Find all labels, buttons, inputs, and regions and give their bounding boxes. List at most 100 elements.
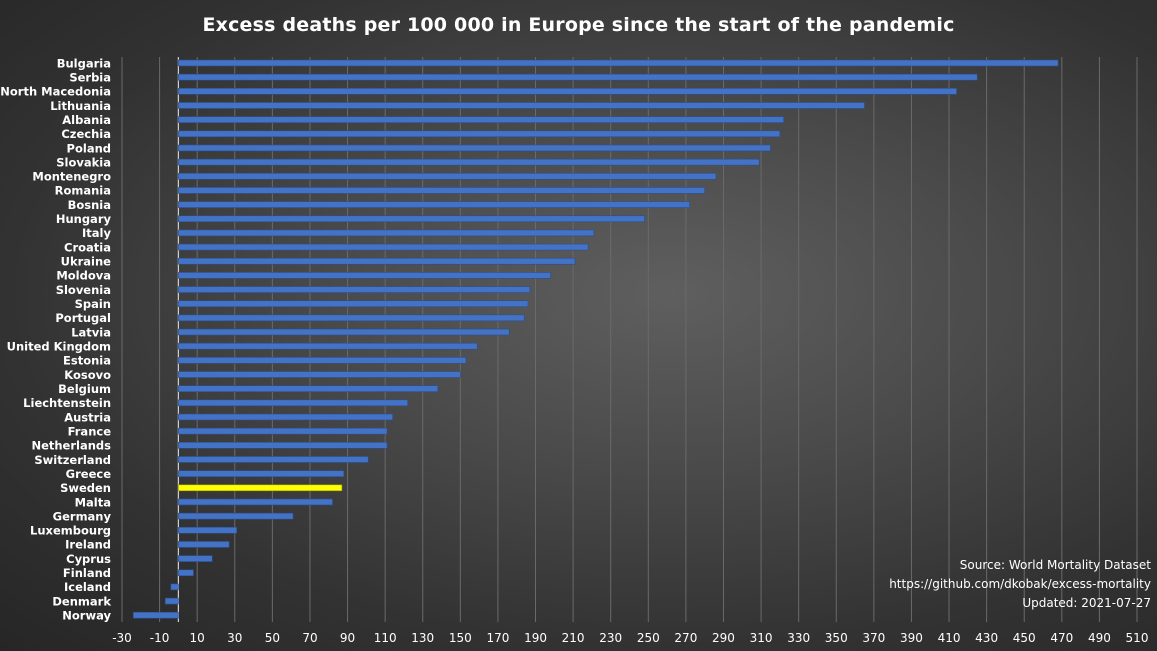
x-tick-label: 10 — [190, 631, 205, 645]
x-tick-label: 310 — [750, 631, 773, 645]
x-tick-label: 110 — [374, 631, 397, 645]
bar — [178, 512, 294, 520]
category-label: Finland — [63, 566, 111, 580]
bar — [178, 470, 345, 477]
category-label: Hungary — [56, 212, 112, 226]
category-label: Sweden — [60, 481, 111, 495]
category-label: Romania — [55, 184, 111, 198]
category-label: Czechia — [61, 127, 111, 141]
x-tick-label: 370 — [862, 631, 885, 645]
category-label: Switzerland — [34, 453, 111, 467]
category-label: Moldova — [56, 269, 111, 283]
bar — [178, 300, 529, 308]
category-label: Liechtenstein — [23, 396, 111, 410]
category-label: Portugal — [55, 311, 111, 325]
category-label: Bulgaria — [57, 56, 111, 70]
bar — [178, 413, 393, 421]
bar — [178, 442, 388, 449]
bar — [178, 187, 705, 194]
bar — [178, 116, 784, 123]
x-tick-label: 490 — [1088, 631, 1111, 645]
bar — [164, 597, 179, 605]
bar — [178, 371, 461, 378]
category-label: France — [68, 424, 112, 438]
bar — [178, 314, 525, 322]
x-tick-label: 250 — [637, 631, 660, 645]
category-label: Ireland — [65, 538, 111, 552]
category-label: Belgium — [58, 382, 111, 396]
x-tick-label: 30 — [227, 631, 242, 645]
category-label: Lithuania — [50, 99, 111, 113]
x-tick-label: 130 — [411, 631, 434, 645]
x-tick-label: -10 — [150, 631, 170, 645]
category-label: Latvia — [71, 325, 111, 339]
bar — [178, 286, 531, 293]
bar — [178, 243, 589, 251]
category-label: Italy — [82, 226, 111, 240]
x-tick-label: 470 — [1050, 631, 1073, 645]
bar — [178, 73, 978, 81]
x-tick-label: 210 — [562, 631, 585, 645]
x-tick-label: 150 — [449, 631, 472, 645]
category-label: Luxembourg — [30, 524, 111, 538]
bar — [178, 541, 230, 548]
x-tick-label: -30 — [112, 631, 132, 645]
category-label: Malta — [75, 495, 111, 509]
x-tick-label: 430 — [975, 631, 998, 645]
bar — [178, 158, 760, 166]
category-label: Bosnia — [68, 198, 111, 212]
bar — [178, 427, 388, 435]
bar — [178, 526, 237, 534]
category-label: Slovakia — [56, 155, 111, 169]
bar — [178, 385, 439, 392]
category-label: United Kingdom — [7, 340, 111, 354]
bar — [178, 59, 1059, 67]
x-tick-label: 70 — [302, 631, 317, 645]
bar — [178, 257, 576, 265]
category-label: Slovenia — [56, 283, 111, 297]
category-label: Montenegro — [32, 170, 111, 184]
source-note: Source: World Mortality Dataset https://… — [889, 556, 1151, 613]
category-label: Austria — [64, 410, 111, 424]
category-label: Albania — [62, 113, 111, 127]
x-tick-label: 170 — [486, 631, 509, 645]
x-tick-label: 290 — [712, 631, 735, 645]
category-label: Croatia — [64, 240, 111, 254]
category-label: Germany — [53, 509, 112, 523]
x-tick-label: 350 — [825, 631, 848, 645]
bar — [178, 144, 771, 152]
category-label: Serbia — [69, 70, 111, 84]
chart-title: Excess deaths per 100 000 in Europe sinc… — [202, 14, 955, 36]
bar — [178, 342, 478, 350]
bar — [178, 399, 409, 407]
x-tick-label: 270 — [674, 631, 697, 645]
x-tick-label: 230 — [599, 631, 622, 645]
x-tick-label: 190 — [524, 631, 547, 645]
bar — [178, 172, 717, 180]
bar — [178, 215, 645, 223]
category-label: Spain — [75, 297, 111, 311]
category-label: Ukraine — [61, 255, 112, 269]
category-label: Iceland — [64, 580, 111, 594]
x-tick-label: 390 — [900, 631, 923, 645]
category-label: Greece — [66, 467, 112, 481]
bar — [178, 130, 781, 138]
bar — [178, 229, 595, 237]
updated-date: Updated: 2021-07-27 — [1022, 596, 1151, 610]
category-label: Netherlands — [31, 439, 111, 453]
bar — [178, 272, 551, 279]
x-tick-label: 410 — [938, 631, 961, 645]
bar-highlight — [178, 484, 343, 492]
category-label: Denmark — [52, 594, 111, 608]
bar — [178, 201, 690, 208]
category-label: Estonia — [63, 354, 111, 368]
bar — [178, 357, 467, 364]
bar — [178, 102, 865, 109]
x-tick-label: 50 — [265, 631, 280, 645]
bar — [178, 88, 957, 95]
bar — [178, 328, 510, 336]
source-line: Source: World Mortality Dataset — [959, 558, 1151, 572]
x-tick-label: 450 — [1013, 631, 1036, 645]
